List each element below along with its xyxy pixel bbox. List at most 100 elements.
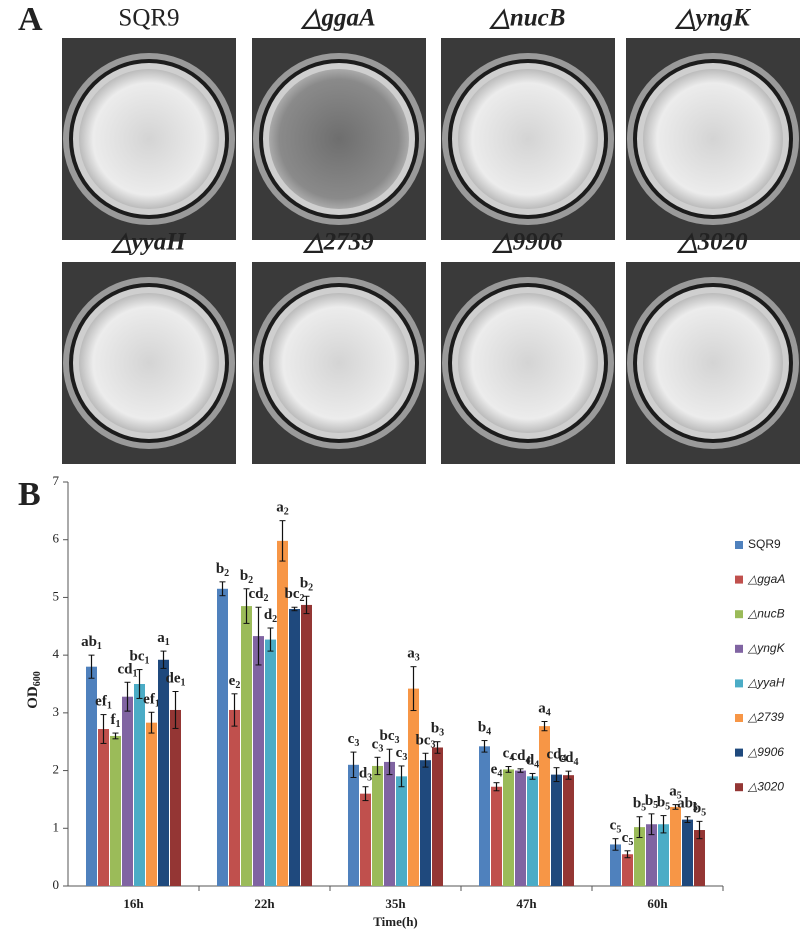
significance-letter: ef — [143, 692, 156, 708]
significance-letter: cd — [547, 747, 563, 763]
y-tick-label: 2 — [53, 762, 60, 777]
y-label-main: OD — [25, 686, 41, 709]
strain-label: △yyaH — [110, 229, 187, 256]
significance-letter: c — [610, 818, 617, 834]
legend-swatch — [735, 610, 743, 619]
panel-label: B — [18, 476, 41, 513]
bar — [682, 819, 693, 886]
strain-label: △9906 — [491, 229, 563, 256]
significance-letter: bc — [380, 729, 395, 745]
bar — [110, 735, 121, 886]
bar — [694, 830, 705, 886]
significance-subscript: 4 — [526, 755, 531, 766]
significance-subscript: 3 — [395, 736, 400, 747]
legend-label: △ggaA — [747, 572, 785, 586]
significance-letter: cd — [118, 662, 134, 678]
legend-label: △yyaH — [747, 676, 785, 690]
y-axis-label: OD600 — [25, 671, 43, 709]
significance-subscript: 1 — [97, 641, 102, 652]
significance-subscript: 2 — [248, 575, 253, 586]
significance-subscript: 4 — [534, 760, 539, 771]
significance-subscript: 1 — [116, 719, 121, 730]
significance-label: de1 — [166, 671, 186, 689]
biofilm — [458, 293, 598, 433]
bar — [551, 774, 562, 886]
bar — [384, 761, 395, 886]
panel-label: A — [18, 1, 43, 38]
significance-label: b5 — [693, 801, 706, 819]
legend-label: △nucB — [747, 606, 785, 620]
bar — [265, 639, 276, 886]
significance-label: cd2 — [249, 587, 269, 605]
biofilm — [79, 69, 219, 209]
x-tick-label: 60h — [647, 896, 668, 911]
significance-letter: f — [111, 712, 117, 728]
strain-label: △2739 — [302, 229, 374, 256]
significance-letter: cd — [249, 587, 265, 603]
y-tick-label: 6 — [53, 531, 60, 546]
significance-letter: b — [431, 721, 439, 737]
significance-subscript: 3 — [431, 740, 436, 751]
significance-label: f1 — [111, 712, 121, 730]
y-tick-label: 4 — [53, 646, 60, 661]
bar — [408, 688, 419, 886]
significance-subscript: 3 — [415, 653, 420, 664]
x-tick-label: 35h — [385, 896, 406, 911]
strain-label: △nucB — [489, 5, 566, 32]
significance-subscript: 4 — [509, 753, 514, 764]
bar — [527, 776, 538, 886]
significance-subscript: 2 — [235, 680, 240, 691]
x-tick-label: 22h — [254, 896, 275, 911]
significance-letter: b — [645, 793, 653, 809]
significance-subscript: 2 — [224, 568, 229, 579]
significance-letter: b — [216, 561, 224, 577]
significance-subscript: 3 — [402, 752, 407, 763]
significance-subscript: 4 — [546, 708, 551, 719]
significance-label: a3 — [407, 646, 420, 664]
legend-label: △3020 — [747, 779, 784, 793]
significance-label: c3 — [372, 737, 384, 755]
significance-letter: ef — [95, 694, 108, 710]
significance-label: ab5 — [677, 796, 698, 814]
significance-subscript: 1 — [107, 701, 112, 712]
significance-label: b3 — [431, 721, 444, 739]
significance-letter: a — [407, 646, 415, 662]
bar — [217, 588, 228, 886]
significance-letter: c — [348, 732, 355, 748]
significance-label: a1 — [157, 631, 170, 649]
significance-label: bc1 — [130, 649, 150, 667]
significance-label: d3 — [359, 766, 372, 784]
significance-letter: bc — [416, 733, 431, 749]
significance-label: ef1 — [95, 694, 112, 712]
bar — [622, 854, 633, 886]
bar — [170, 709, 181, 886]
significance-letter: d — [264, 607, 273, 623]
significance-letter: ab — [81, 635, 97, 651]
bar — [229, 709, 240, 886]
bar — [98, 729, 109, 886]
biofilm — [643, 69, 783, 209]
significance-label: cd4 — [559, 751, 579, 769]
strain-label: △3020 — [676, 229, 748, 256]
legend-swatch — [735, 783, 743, 792]
bar — [539, 726, 550, 886]
bar — [634, 827, 645, 886]
y-tick-label: 0 — [53, 877, 60, 892]
significance-letter: bc — [130, 649, 145, 665]
significance-label: e2 — [229, 673, 241, 691]
significance-subscript: 2 — [284, 507, 289, 518]
biofilm — [269, 69, 409, 209]
significance-subscript: 3 — [439, 728, 444, 739]
significance-label: a4 — [538, 701, 551, 719]
significance-subscript: 5 — [677, 791, 682, 802]
bar — [658, 824, 669, 886]
significance-letter: a — [669, 784, 677, 800]
significance-letter: d — [526, 753, 535, 769]
significance-subscript: 1 — [165, 637, 170, 648]
bar — [420, 760, 431, 886]
significance-subscript: 1 — [181, 678, 186, 689]
strain-label: SQR9 — [118, 5, 179, 32]
bar — [503, 769, 514, 886]
biofilm — [643, 293, 783, 433]
